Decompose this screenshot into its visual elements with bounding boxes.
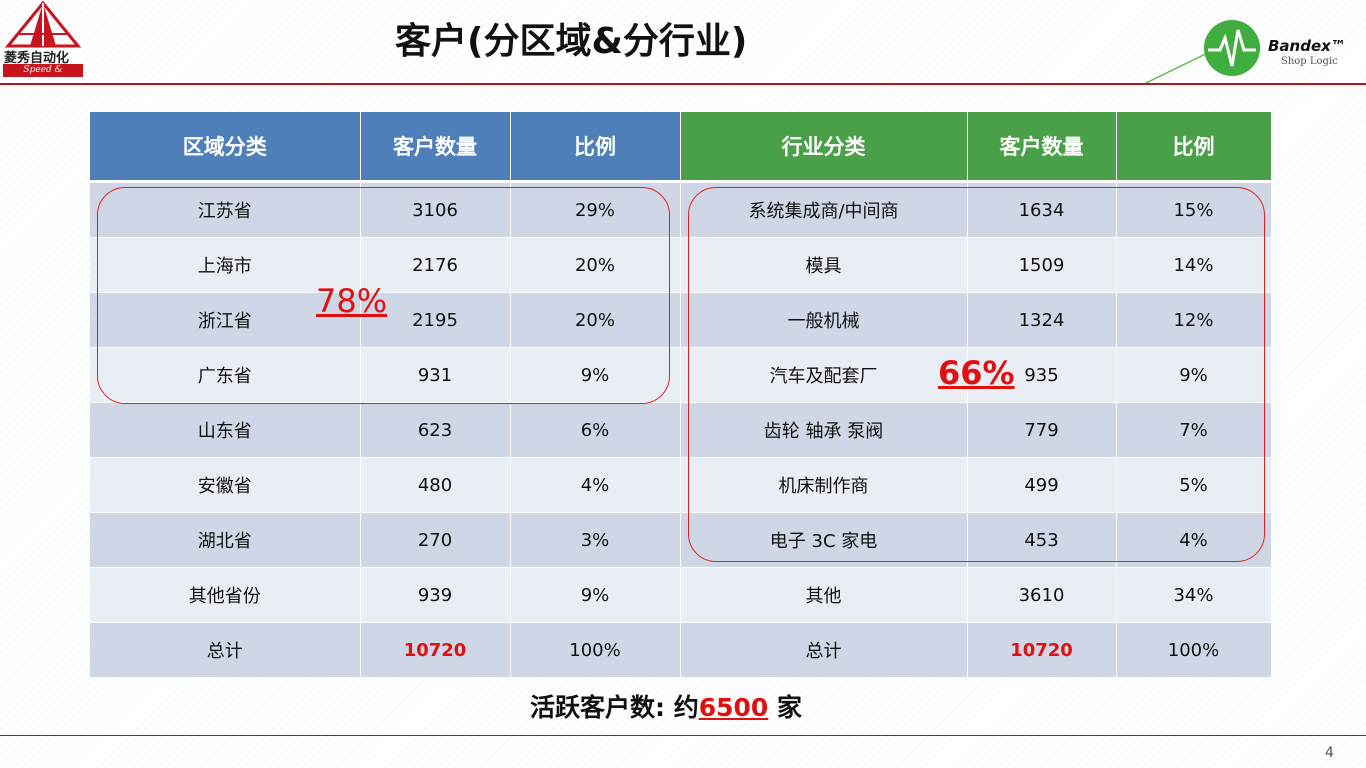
- region-ratio-cell: 4%: [510, 457, 681, 513]
- region-cell: 江苏省: [90, 181, 361, 238]
- industry-cell: 一般机械: [680, 292, 968, 348]
- industry-cell: 电子 3C 家电: [680, 512, 968, 568]
- table-row: 上海市 2176 20% 模具 1509 14%: [90, 237, 1272, 293]
- region-count-cell: 3106: [360, 181, 511, 238]
- header-rule: [0, 83, 1366, 85]
- region-total-ratio: 100%: [510, 622, 681, 678]
- table-row: 浙江省 2195 20% 一般机械 1324 12%: [90, 292, 1272, 348]
- triangle-logo-icon: [4, 0, 82, 48]
- active-customers-unit: 家: [768, 693, 803, 722]
- header-region-ratio: 比例: [510, 112, 681, 183]
- footer-rule: [0, 735, 1366, 736]
- region-cell: 上海市: [90, 237, 361, 293]
- total-row: 总计 10720 100% 总计 10720 100%: [90, 622, 1272, 678]
- industry-count-cell: 499: [967, 457, 1117, 513]
- table-header-row: 区域分类 客户数量 比例 行业分类 客户数量 比例: [90, 112, 1272, 183]
- industry-ratio-cell: 15%: [1116, 181, 1272, 238]
- industry-count-cell: 779: [967, 402, 1117, 458]
- header-industry-count: 客户数量: [967, 112, 1117, 183]
- header-industry: 行业分类: [680, 112, 968, 183]
- bandex-brand: Bandex™: [1268, 37, 1346, 55]
- region-ratio-cell: 9%: [510, 567, 681, 623]
- industry-cell: 系统集成商/中间商: [680, 181, 968, 238]
- bandex-tagline: Shop Logic: [1281, 56, 1338, 67]
- industry-count-cell: 453: [967, 512, 1117, 568]
- industry-ratio-cell: 14%: [1116, 237, 1272, 293]
- region-cell: 山东省: [90, 402, 361, 458]
- region-total-count: 10720: [360, 622, 511, 678]
- region-ratio-cell: 20%: [510, 237, 681, 293]
- page-title: 客户(分区域&分行业): [395, 21, 748, 62]
- header-industry-ratio: 比例: [1116, 112, 1272, 183]
- region-count-cell: 931: [360, 347, 511, 403]
- industry-cell: 汽车及配套厂: [680, 347, 968, 403]
- region-count-cell: 939: [360, 567, 511, 623]
- industry-cell: 齿轮 轴承 泵阀: [680, 402, 968, 458]
- industry-ratio-cell: 9%: [1116, 347, 1272, 403]
- region-cell: 安徽省: [90, 457, 361, 513]
- region-count-cell: 623: [360, 402, 511, 458]
- industry-ratio-cell: 7%: [1116, 402, 1272, 458]
- table-row: 江苏省 3106 29% 系统集成商/中间商 1634 15%: [90, 181, 1272, 238]
- industry-ratio-cell: 5%: [1116, 457, 1272, 513]
- region-ratio-cell: 20%: [510, 292, 681, 348]
- header-region: 区域分类: [90, 112, 361, 183]
- active-customers-number: 6500: [698, 693, 769, 722]
- region-cell: 其他省份: [90, 567, 361, 623]
- region-cell: 湖北省: [90, 512, 361, 568]
- region-percentage-callout: 78%: [316, 282, 388, 320]
- active-customers-note: 活跃客户数: 约6500 家: [530, 688, 802, 724]
- region-total-label: 总计: [90, 622, 361, 678]
- bandex-logo-icon: [1145, 20, 1260, 84]
- table-row: 广东省 931 9% 汽车及配套厂 935 9%: [90, 347, 1272, 403]
- customer-table: 区域分类 客户数量 比例 行业分类 客户数量 比例 江苏省 3106 29% 系…: [90, 112, 1272, 678]
- industry-cell: 其他: [680, 567, 968, 623]
- company-slogan: Speed & precision: [3, 64, 83, 88]
- industry-ratio-cell: 12%: [1116, 292, 1272, 348]
- industry-ratio-cell: 34%: [1116, 567, 1272, 623]
- table-row: 其他省份 939 9% 其他 3610 34%: [90, 567, 1272, 623]
- region-count-cell: 270: [360, 512, 511, 568]
- industry-cell: 机床制作商: [680, 457, 968, 513]
- company-logo-left: 菱秀自动化 Speed & precision: [0, 0, 86, 88]
- region-ratio-cell: 6%: [510, 402, 681, 458]
- region-count-cell: 2176: [360, 237, 511, 293]
- company-name: 菱秀自动化: [4, 51, 70, 66]
- industry-cell: 模具: [680, 237, 968, 293]
- table-row: 山东省 623 6% 齿轮 轴承 泵阀 779 7%: [90, 402, 1272, 458]
- region-cell: 浙江省: [90, 292, 361, 348]
- bandex-logo: Bandex™ Shop Logic: [1140, 10, 1360, 90]
- region-ratio-cell: 9%: [510, 347, 681, 403]
- table-row: 安徽省 480 4% 机床制作商 499 5%: [90, 457, 1272, 513]
- page-number: 4: [1325, 745, 1334, 761]
- header-region-count: 客户数量: [360, 112, 511, 183]
- industry-count-cell: 1324: [967, 292, 1117, 348]
- industry-count-cell: 1509: [967, 237, 1117, 293]
- active-customers-label: 活跃客户数: 约: [530, 693, 699, 722]
- industry-count-cell: 935: [967, 347, 1117, 403]
- industry-total-count: 10720: [967, 622, 1117, 678]
- table-row: 湖北省 270 3% 电子 3C 家电 453 4%: [90, 512, 1272, 568]
- industry-count-cell: 1634: [967, 181, 1117, 238]
- region-count-cell: 480: [360, 457, 511, 513]
- industry-percentage-callout: 66%: [938, 354, 1015, 392]
- region-count-cell: 2195: [360, 292, 511, 348]
- region-cell: 广东省: [90, 347, 361, 403]
- industry-ratio-cell: 4%: [1116, 512, 1272, 568]
- industry-total-label: 总计: [680, 622, 968, 678]
- region-ratio-cell: 29%: [510, 181, 681, 238]
- industry-total-ratio: 100%: [1116, 622, 1272, 678]
- industry-count-cell: 3610: [967, 567, 1117, 623]
- region-ratio-cell: 3%: [510, 512, 681, 568]
